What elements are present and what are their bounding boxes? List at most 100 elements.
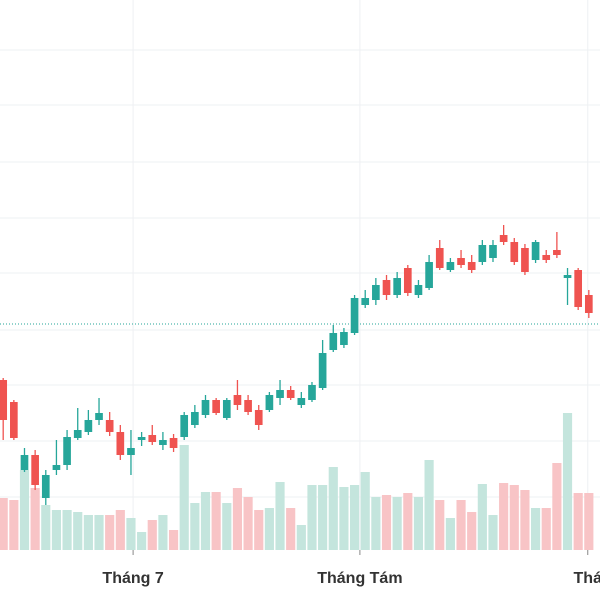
volume-bar [360, 472, 370, 550]
candle-body [510, 242, 519, 262]
volume-bar [541, 508, 551, 550]
candle-body [542, 255, 551, 260]
candle-body [308, 385, 316, 400]
candle-body [489, 245, 497, 258]
candle-body [531, 242, 540, 260]
candle-body [191, 412, 199, 425]
candle-body [105, 420, 114, 432]
volume-bar [435, 500, 445, 550]
volume-bar [509, 485, 519, 550]
candle-body [393, 278, 401, 295]
volume-bar [115, 510, 125, 550]
candle-body [222, 400, 231, 418]
candle-body [127, 448, 135, 455]
candle-body [382, 280, 391, 295]
volume-bar [83, 515, 93, 550]
candle-body [297, 398, 306, 405]
candle-body [52, 465, 61, 470]
candle-body [467, 262, 476, 270]
candle-body [10, 402, 18, 438]
volume-bar [158, 515, 168, 550]
candle-body [180, 415, 189, 437]
volume-bar [392, 497, 402, 550]
candle-body [20, 455, 29, 470]
candle-body [254, 410, 263, 425]
volume-bar [286, 508, 296, 550]
volume-bar [211, 492, 221, 550]
volume-bar [51, 510, 62, 550]
volume-bar [30, 488, 40, 550]
candle-body [0, 380, 8, 420]
volume-bar [403, 493, 413, 550]
volume-bar [9, 500, 19, 550]
volume-bar [371, 497, 381, 550]
volume-bar [222, 503, 232, 550]
candle-body [372, 285, 380, 300]
volume-bar [62, 510, 72, 550]
volume-bar [307, 485, 317, 550]
candle-body [435, 248, 444, 268]
volume-bar [499, 483, 509, 550]
candle-body [403, 268, 412, 293]
candle-body [148, 435, 157, 442]
candle-body [350, 298, 359, 333]
candle-body [574, 270, 583, 307]
volume-bar [456, 500, 466, 550]
volume-bar [73, 512, 83, 550]
volume-bar [339, 487, 349, 550]
volume-bar [243, 497, 253, 550]
candle-body [361, 298, 370, 305]
volume-bar [552, 463, 562, 550]
volume-bar [488, 515, 498, 550]
candle-body [201, 400, 210, 415]
volume-bar [520, 490, 530, 550]
candle-body [212, 400, 220, 413]
volume-bar [562, 413, 573, 550]
x-tick-label: Tháng Tám [317, 570, 402, 587]
candle-body [340, 332, 348, 345]
volume-bar [275, 482, 285, 550]
volume-bar [424, 460, 434, 550]
candle-body [499, 235, 508, 242]
volume-bar [94, 515, 104, 550]
volume-bar [105, 515, 115, 550]
candle-body [318, 353, 327, 388]
candle-body [414, 285, 423, 295]
volume-bar [126, 518, 136, 550]
volume-bar [147, 520, 157, 550]
volume-bar [296, 525, 306, 550]
candle-body [425, 262, 433, 288]
candle-body [584, 295, 593, 313]
candle-body [63, 437, 71, 465]
candle-body [41, 475, 50, 498]
volume-bar [232, 488, 243, 550]
volume-bar [467, 512, 477, 550]
volume-bar [168, 530, 179, 550]
volume-bar [413, 497, 424, 550]
candle-body [73, 430, 82, 438]
candle-body [31, 455, 39, 485]
volume-bar [137, 532, 147, 550]
volume-bar [573, 493, 583, 550]
candle-body [265, 395, 274, 410]
volume-bar [200, 492, 211, 550]
volume-bar [264, 508, 274, 550]
candle-body [276, 390, 284, 398]
volume-bar [477, 484, 487, 550]
volume-bar [41, 505, 51, 550]
volume-bar [445, 518, 455, 550]
volume-bar [318, 485, 328, 550]
volume-bar [328, 467, 338, 550]
candle-body [553, 250, 561, 255]
candle-body [521, 248, 529, 272]
volume-bar [381, 495, 392, 550]
candle-body [286, 390, 295, 398]
candle-body [159, 440, 167, 445]
volume-bar [179, 445, 189, 550]
candle-body [137, 437, 146, 440]
candle-body [329, 333, 338, 350]
volume-bar [0, 498, 8, 550]
candle-body [116, 432, 125, 455]
